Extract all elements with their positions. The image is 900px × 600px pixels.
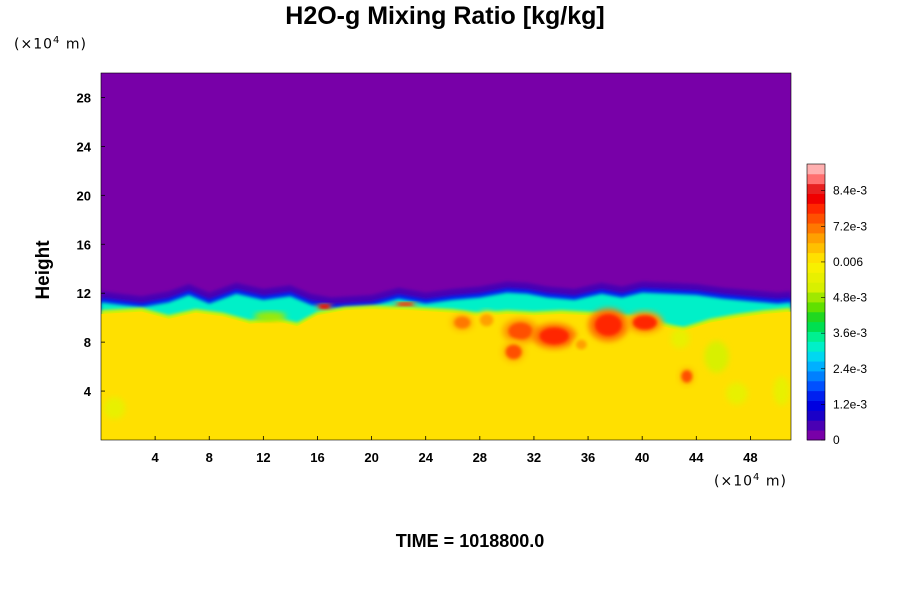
y-tick-label: 24	[77, 139, 92, 154]
x-unit-exponent: 4	[753, 472, 761, 483]
colorbar-swatch	[807, 173, 825, 185]
colorbar-swatch	[807, 380, 825, 392]
moist-cell	[539, 327, 570, 345]
x-unit-prefix: (×10	[714, 473, 754, 490]
moist-cell	[397, 302, 414, 306]
colorbar-tick-label: 8.4e-3	[833, 184, 867, 198]
colorbar-swatch	[807, 390, 825, 401]
colorbar-swatch	[807, 292, 825, 303]
drier-eddy	[103, 397, 126, 420]
x-tick-label: 36	[581, 450, 595, 465]
colorbar-swatch	[807, 410, 825, 421]
x-tick-label: 48	[743, 450, 757, 465]
x-tick-label: 32	[527, 450, 541, 465]
colorbar-swatch	[807, 371, 825, 382]
moist-cell	[318, 304, 330, 309]
colorbar-swatch	[807, 213, 825, 224]
colorbar-frame	[806, 163, 826, 441]
drier-eddy	[773, 376, 790, 406]
colorbar-swatch	[807, 302, 825, 313]
x-tick-label: 4	[152, 450, 160, 465]
colorbar-swatch	[807, 420, 825, 431]
y-tick-label: 12	[77, 286, 91, 301]
moist-cell	[594, 313, 622, 337]
colorbar-swatch	[807, 272, 825, 283]
colorbar-swatch	[807, 331, 825, 342]
drier-eddy	[704, 340, 729, 373]
colorbar-swatch	[807, 193, 825, 204]
moist-cell	[632, 315, 658, 330]
x-axis: 4 8 12 16 20 24 28 32 36 40 44 48	[152, 436, 758, 465]
drier-eddy	[253, 311, 287, 322]
moist-cell	[575, 339, 587, 350]
y-axis: 4 8 12 16 20 24 28	[77, 90, 105, 399]
colorbar-swatch	[807, 242, 825, 254]
y-axis-unit: (×104 m)	[14, 35, 87, 53]
moist-cell	[508, 322, 533, 340]
moist-cell	[505, 344, 522, 360]
colorbar-swatch	[807, 311, 825, 323]
x-tick-label: 24	[418, 450, 433, 465]
x-tick-label: 16	[310, 450, 324, 465]
colorbar-swatch	[807, 321, 825, 332]
colorbar-swatch	[807, 203, 825, 214]
colorbar-tick-label: 1.2e-3	[833, 397, 867, 411]
colorbar-tick-label: 4.8e-3	[833, 291, 867, 305]
x-axis-unit: (×104 m)	[714, 472, 787, 490]
moist-boundary-layer	[101, 309, 791, 440]
colorbar-tick-label: 0.006	[833, 255, 863, 269]
moist-cell	[454, 316, 471, 329]
x-tick-label: 28	[473, 450, 487, 465]
colorbar: 0 1.2e-3 2.4e-3 3.6e-3 4.8e-3 0.006 7.2e-3 8.4e…	[806, 163, 867, 447]
x-tick-label: 8	[206, 450, 213, 465]
colorbar-swatch	[807, 223, 825, 234]
colorbar-swatch	[807, 341, 825, 352]
moist-cell	[681, 370, 693, 383]
colorbar-swatch	[807, 430, 825, 441]
moist-cell	[479, 313, 494, 327]
y-unit-suffix: m)	[60, 36, 87, 53]
y-tick-label: 16	[77, 237, 91, 252]
x-tick-label: 44	[689, 450, 704, 465]
colorbar-tick-label: 0	[833, 433, 840, 447]
colorbar-swatch	[807, 361, 825, 372]
x-tick-label: 12	[256, 450, 270, 465]
chart-title: H2O-g Mixing Ratio [kg/kg]	[285, 2, 605, 30]
colorbar-tick-label: 2.4e-3	[833, 362, 867, 376]
colorbar-tick-label: 3.6e-3	[833, 326, 867, 340]
drier-eddy	[726, 382, 748, 405]
plot-frame	[100, 72, 792, 441]
colorbar-swatch	[807, 262, 825, 273]
colorbar-swatch	[807, 400, 825, 411]
colorbar-swatch	[807, 164, 825, 175]
drier-eddy	[670, 328, 690, 349]
y-unit-exponent: 4	[53, 35, 61, 46]
y-unit-prefix: (×10	[14, 36, 54, 53]
colorbar-swatch	[807, 233, 825, 244]
colorbar-swatch	[807, 282, 825, 293]
time-label: TIME = 1018800.0	[395, 531, 545, 551]
colorbar-swatch	[807, 351, 825, 362]
colorbar-swatch	[807, 183, 825, 194]
y-tick-label: 4	[84, 384, 92, 399]
x-tick-label: 20	[364, 450, 378, 465]
colorbar-tick-label: 7.2e-3	[833, 219, 867, 233]
colorbar-swatch	[807, 252, 825, 263]
x-tick-label: 40	[635, 450, 649, 465]
y-tick-label: 8	[84, 335, 91, 350]
x-unit-suffix: m)	[760, 473, 787, 490]
y-tick-label: 28	[77, 90, 91, 105]
heatmap-field	[101, 73, 791, 440]
y-tick-label: 20	[77, 188, 91, 203]
